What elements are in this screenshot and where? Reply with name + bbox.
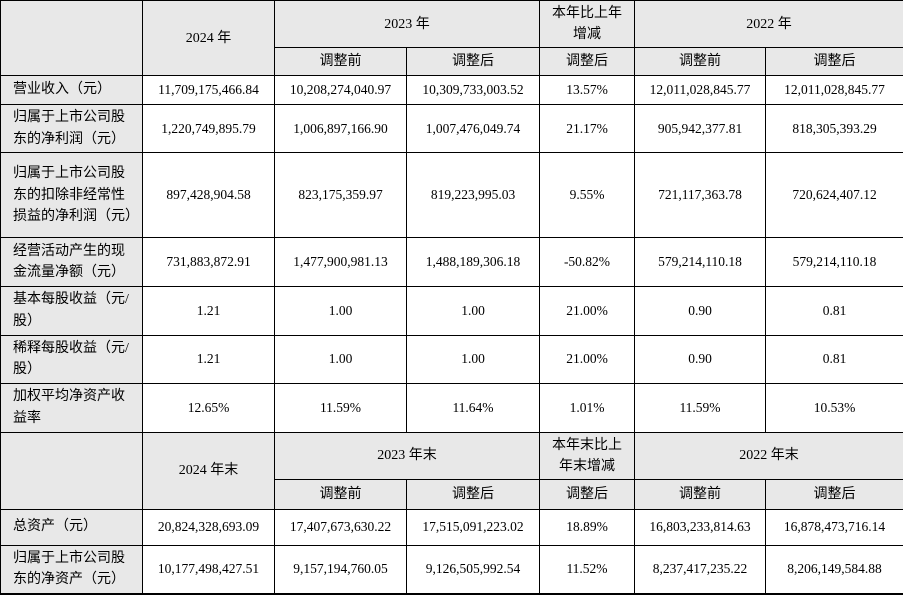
cell-value: -50.82%: [540, 238, 635, 287]
cell-value: 0.81: [766, 335, 903, 383]
cell-value: 897,428,904.58: [143, 153, 275, 238]
cell-value: 8,206,149,584.88: [766, 545, 903, 594]
header-2022-yearend: 2022 年末: [635, 432, 903, 479]
cell-value: 720,624,407.12: [766, 153, 903, 238]
subheader-change-post-adjust: 调整后: [540, 479, 635, 509]
subheader-2023-post-adjust: 调整后: [407, 48, 540, 76]
header-yoy-change: 本年比上年增减: [540, 1, 635, 48]
row-label: 归属于上市公司股东的扣除非经常性损益的净利润（元）: [1, 153, 143, 238]
cell-value: 0.81: [766, 287, 903, 335]
cell-value: 10,208,274,040.97: [275, 76, 407, 105]
row-net-profit: 归属于上市公司股东的净利润（元） 1,220,749,895.79 1,006,…: [1, 105, 903, 153]
subheader-change-post-adjust: 调整后: [540, 48, 635, 76]
header-yearend-change: 本年末比上年末增减: [540, 432, 635, 479]
cell-value: 11.52%: [540, 545, 635, 594]
cell-value: 13.57%: [540, 76, 635, 105]
corner-cell: [1, 1, 143, 76]
subheader-2023-post-adjust: 调整后: [407, 479, 540, 509]
cell-value: 1.00: [407, 335, 540, 383]
row-label: 归属于上市公司股东的净资产（元）: [1, 545, 143, 594]
cell-value: 18.89%: [540, 509, 635, 545]
cell-value: 1.01%: [540, 384, 635, 432]
row-deducted-net-profit: 归属于上市公司股东的扣除非经常性损益的净利润（元） 897,428,904.58…: [1, 153, 903, 238]
cell-value: 0.90: [635, 287, 766, 335]
cell-value: 0.90: [635, 335, 766, 383]
cell-value: 9,126,505,992.54: [407, 545, 540, 594]
header-2022: 2022 年: [635, 1, 903, 48]
cell-value: 1,007,476,049.74: [407, 105, 540, 153]
header-row-years-yearend: 2024 年末 2023 年末 本年末比上年末增减 2022 年末: [1, 432, 903, 479]
row-label: 基本每股收益（元/股）: [1, 287, 143, 335]
cell-value: 9,157,194,760.05: [275, 545, 407, 594]
cell-value: 21.17%: [540, 105, 635, 153]
cell-value: 731,883,872.91: [143, 238, 275, 287]
subheader-2022-pre-adjust: 调整前: [635, 479, 766, 509]
cell-value: 823,175,359.97: [275, 153, 407, 238]
header-2024: 2024 年: [143, 1, 275, 76]
cell-value: 11.59%: [635, 384, 766, 432]
cell-value: 1,488,189,306.18: [407, 238, 540, 287]
cell-value: 1.00: [275, 287, 407, 335]
cell-value: 16,803,233,814.63: [635, 509, 766, 545]
cell-value: 17,515,091,223.02: [407, 509, 540, 545]
cell-value: 16,878,473,716.14: [766, 509, 903, 545]
subheader-2022-pre-adjust: 调整前: [635, 48, 766, 76]
subheader-2022-post-adjust: 调整后: [766, 479, 903, 509]
cell-value: 1,220,749,895.79: [143, 105, 275, 153]
cell-value: 21.00%: [540, 335, 635, 383]
row-label: 加权平均净资产收益率: [1, 384, 143, 432]
subheader-2022-post-adjust: 调整后: [766, 48, 903, 76]
cell-value: 579,214,110.18: [635, 238, 766, 287]
row-basic-eps: 基本每股收益（元/股） 1.21 1.00 1.00 21.00% 0.90 0…: [1, 287, 903, 335]
cell-value: 1,006,897,166.90: [275, 105, 407, 153]
row-label: 稀释每股收益（元/股）: [1, 335, 143, 383]
cell-value: 1,477,900,981.13: [275, 238, 407, 287]
cell-value: 1.21: [143, 287, 275, 335]
row-operating-cash-flow: 经营活动产生的现金流量净额（元） 731,883,872.91 1,477,90…: [1, 238, 903, 287]
cell-value: 905,942,377.81: [635, 105, 766, 153]
cell-value: 11,709,175,466.84: [143, 76, 275, 105]
row-diluted-eps: 稀释每股收益（元/股） 1.21 1.00 1.00 21.00% 0.90 0…: [1, 335, 903, 383]
cell-value: 10.53%: [766, 384, 903, 432]
cell-value: 721,117,363.78: [635, 153, 766, 238]
cell-value: 12.65%: [143, 384, 275, 432]
cell-value: 9.55%: [540, 153, 635, 238]
subheader-2023-pre-adjust: 调整前: [275, 48, 407, 76]
row-weighted-average-roe: 加权平均净资产收益率 12.65% 11.59% 11.64% 1.01% 11…: [1, 384, 903, 432]
cell-value: 21.00%: [540, 287, 635, 335]
row-revenue: 营业收入（元） 11,709,175,466.84 10,208,274,040…: [1, 76, 903, 105]
row-net-assets: 归属于上市公司股东的净资产（元） 10,177,498,427.51 9,157…: [1, 545, 903, 594]
cell-value: 12,011,028,845.77: [635, 76, 766, 105]
row-label: 营业收入（元）: [1, 76, 143, 105]
cell-value: 1.00: [407, 287, 540, 335]
header-2023-yearend: 2023 年末: [275, 432, 540, 479]
row-label: 经营活动产生的现金流量净额（元）: [1, 238, 143, 287]
cell-value: 818,305,393.29: [766, 105, 903, 153]
cell-value: 20,824,328,693.09: [143, 509, 275, 545]
cell-value: 10,177,498,427.51: [143, 545, 275, 594]
row-label: 归属于上市公司股东的净利润（元）: [1, 105, 143, 153]
header-row-years-annual: 2024 年 2023 年 本年比上年增减 2022 年: [1, 1, 903, 48]
cell-value: 10,309,733,003.52: [407, 76, 540, 105]
cell-value: 17,407,673,630.22: [275, 509, 407, 545]
cell-value: 579,214,110.18: [766, 238, 903, 287]
cell-value: 819,223,995.03: [407, 153, 540, 238]
cell-value: 1.21: [143, 335, 275, 383]
cell-value: 11.64%: [407, 384, 540, 432]
header-2023: 2023 年: [275, 1, 540, 48]
cell-value: 8,237,417,235.22: [635, 545, 766, 594]
header-2024-yearend: 2024 年末: [143, 432, 275, 509]
corner-cell: [1, 432, 143, 509]
cell-value: 12,011,028,845.77: [766, 76, 903, 105]
cell-value: 11.59%: [275, 384, 407, 432]
row-label: 总资产（元）: [1, 509, 143, 545]
cell-value: 1.00: [275, 335, 407, 383]
subheader-2023-pre-adjust: 调整前: [275, 479, 407, 509]
row-total-assets: 总资产（元） 20,824,328,693.09 17,407,673,630.…: [1, 509, 903, 545]
